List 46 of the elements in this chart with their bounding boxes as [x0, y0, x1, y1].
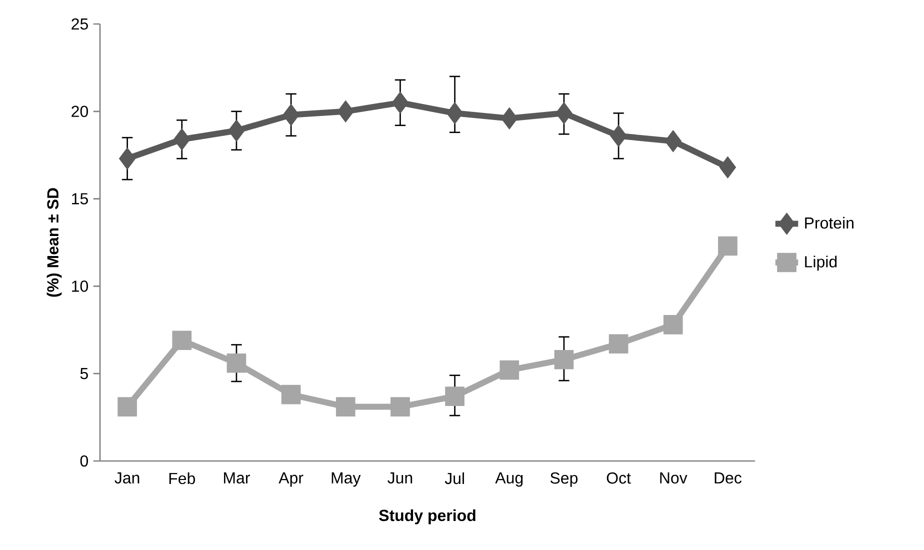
point	[610, 124, 627, 147]
point	[337, 100, 354, 122]
point	[172, 330, 192, 350]
x-tick-label: Jun	[388, 472, 412, 484]
point	[282, 104, 300, 126]
y-tick-label: 25	[72, 18, 88, 30]
point	[392, 92, 409, 114]
point	[390, 397, 410, 416]
x-tick-label: Jul	[444, 472, 464, 484]
point	[608, 334, 628, 354]
point	[718, 236, 738, 256]
x-tick-label: Nov	[660, 472, 688, 484]
x-tick-label: Sep	[550, 472, 578, 487]
y-tick-label: 10	[72, 280, 88, 292]
y-tick-label: 20	[72, 106, 88, 118]
x-tick-label: Apr	[278, 472, 304, 487]
point	[228, 120, 245, 142]
point	[500, 360, 520, 380]
point	[226, 353, 246, 373]
point	[118, 148, 136, 170]
point	[446, 102, 464, 124]
y-tick-label: 5	[80, 368, 88, 380]
x-tick-label: Feb	[169, 472, 195, 484]
point	[501, 107, 518, 130]
x-tick-label: Mar	[224, 472, 250, 484]
point	[554, 350, 574, 370]
point	[664, 130, 682, 152]
x-axis-title: Study period	[379, 509, 476, 524]
legend-label: Lipid	[805, 256, 837, 271]
point	[336, 397, 356, 416]
x-tick-label: May	[332, 472, 361, 487]
y-tick-label: 15	[72, 193, 88, 204]
point	[663, 314, 683, 334]
point	[445, 386, 464, 406]
point	[174, 128, 190, 150]
point	[281, 384, 301, 404]
x-tick-label: Dec	[714, 472, 742, 484]
point	[118, 397, 137, 416]
point	[719, 156, 736, 178]
x-tick-label: Oct	[606, 472, 631, 484]
x-tick-label: Aug	[495, 472, 523, 487]
x-tick-label: Jan	[114, 472, 140, 484]
y-tick-label: 0	[80, 455, 88, 467]
legend-label: Protein	[805, 216, 854, 229]
point	[556, 102, 572, 124]
y-axis-title: (%) Mean ± SD	[46, 188, 62, 297]
